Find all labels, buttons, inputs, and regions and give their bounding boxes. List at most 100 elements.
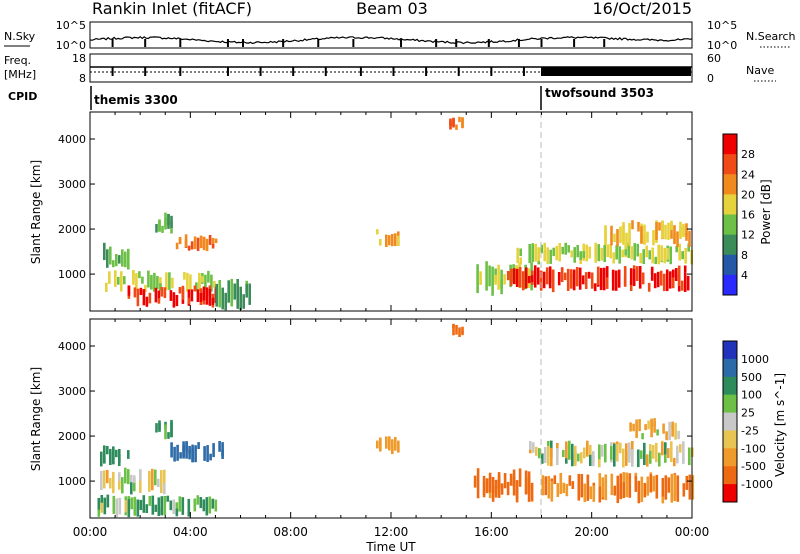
- heatmap-cell: [133, 478, 136, 492]
- heatmap-cell: [160, 470, 163, 493]
- heatmap-cell: [187, 297, 191, 304]
- heatmap-cell: [546, 247, 549, 259]
- heatmap-cell: [512, 268, 516, 285]
- heatmap-cell: [573, 247, 576, 263]
- heatmap-cell: [178, 496, 182, 512]
- colorbar-tick-label: 16: [741, 209, 755, 222]
- beam-label: Beam 03: [356, 0, 428, 18]
- x-tick-label: 00:00: [675, 525, 710, 539]
- heatmap-cell: [184, 234, 188, 248]
- heatmap-cell: [461, 117, 464, 128]
- heatmap-cell: [625, 232, 628, 247]
- heatmap-cell: [169, 500, 173, 511]
- heatmap-cell: [193, 498, 197, 506]
- heatmap-cell: [199, 235, 203, 249]
- heatmap-cell: [97, 497, 101, 510]
- heatmap-cell: [158, 220, 161, 231]
- heatmap-cell: [664, 442, 667, 455]
- heatmap-cell: [155, 224, 158, 233]
- heatmap-cell: [142, 495, 146, 513]
- heatmap-cell: [197, 442, 200, 449]
- heatmap-cell: [193, 501, 197, 512]
- heatmap-cell: [103, 445, 106, 464]
- heatmap-cell: [109, 246, 112, 265]
- heatmap-cell: [676, 475, 680, 502]
- heatmap-cell: [539, 270, 543, 290]
- heatmap-cell: [214, 238, 218, 244]
- heatmap-cell: [641, 433, 644, 440]
- heatmap-cell: [562, 482, 566, 494]
- heatmap-cell: [542, 271, 546, 289]
- heatmap-cell: [150, 274, 153, 290]
- heatmap-cell: [670, 473, 674, 500]
- heatmap-cell: [376, 440, 379, 449]
- heatmap-cell: [175, 295, 179, 307]
- heatmap-cell: [643, 224, 646, 245]
- heatmap-cell: [455, 124, 458, 130]
- heatmap-cell: [187, 245, 191, 251]
- heatmap-cell: [118, 454, 121, 462]
- heatmap-cell: [187, 289, 191, 306]
- heatmap-cell: [685, 475, 689, 490]
- heatmap-cell: [139, 469, 142, 481]
- freq-right-tick-top: 60: [707, 52, 721, 65]
- heatmap-cell: [193, 236, 197, 250]
- heatmap-cell: [618, 246, 621, 264]
- heatmap-cell: [208, 235, 212, 245]
- heatmap-cell: [127, 499, 131, 518]
- heatmap-cell: [388, 235, 391, 246]
- heatmap-cell: [208, 496, 212, 514]
- heatmap-cell: [379, 437, 382, 450]
- heatmap-cell: [615, 245, 618, 260]
- heatmap-cell: [621, 249, 624, 258]
- heatmap-cell: [682, 483, 686, 497]
- heatmap-cell: [671, 271, 675, 289]
- heatmap-cell: [664, 224, 667, 240]
- heatmap-cell: [170, 215, 173, 228]
- heatmap-cell: [635, 419, 638, 439]
- heatmap-cell: [139, 287, 143, 295]
- heatmap-cell: [100, 495, 104, 503]
- heatmap-cell: [205, 238, 209, 252]
- heatmap-cell: [201, 276, 204, 283]
- heatmap-cell: [212, 443, 215, 458]
- date-label: 16/Oct/2015: [592, 0, 692, 18]
- heatmap-cell: [473, 475, 477, 488]
- heatmap-cell: [159, 283, 162, 291]
- heatmap-cell: [163, 469, 166, 491]
- heatmap-cell: [559, 473, 563, 494]
- heatmap-cell: [172, 292, 176, 308]
- heatmap-cell: [103, 497, 107, 515]
- heatmap-cell: [103, 242, 106, 261]
- heatmap-cell: [643, 442, 646, 465]
- heatmap-cell: [589, 486, 593, 500]
- heatmap-cell: [196, 237, 200, 251]
- heatmap-cell: [124, 251, 127, 268]
- noise-left-tick-top: 10^5: [56, 19, 86, 32]
- heatmap-cell: [668, 421, 671, 441]
- heatmap-cell: [528, 244, 531, 264]
- heatmap-cell: [114, 270, 117, 287]
- heatmap-cell: [476, 468, 480, 499]
- heatmap-cell: [585, 244, 588, 262]
- heatmap-cell: [677, 430, 680, 440]
- heatmap-cell: [565, 483, 569, 497]
- heatmap-cell: [190, 241, 194, 250]
- heatmap-cell: [117, 276, 120, 285]
- colorbar-swatch: [723, 448, 737, 467]
- heatmap-cell: [651, 247, 654, 264]
- heatmap-cell: [642, 249, 645, 264]
- heatmap-cell: [590, 272, 594, 289]
- heatmap-cell: [167, 214, 170, 229]
- heatmap-cell: [568, 475, 572, 486]
- heatmap-cell: [144, 284, 147, 292]
- heatmap-cell: [640, 226, 643, 244]
- heatmap-cell: [521, 271, 525, 291]
- heatmap-cell: [205, 497, 209, 516]
- frequency-spikes: [111, 67, 525, 76]
- heatmap-cell: [516, 247, 519, 264]
- heatmap-cell: [127, 285, 131, 296]
- heatmap-cell: [500, 483, 504, 495]
- heatmap-cell: [622, 224, 625, 245]
